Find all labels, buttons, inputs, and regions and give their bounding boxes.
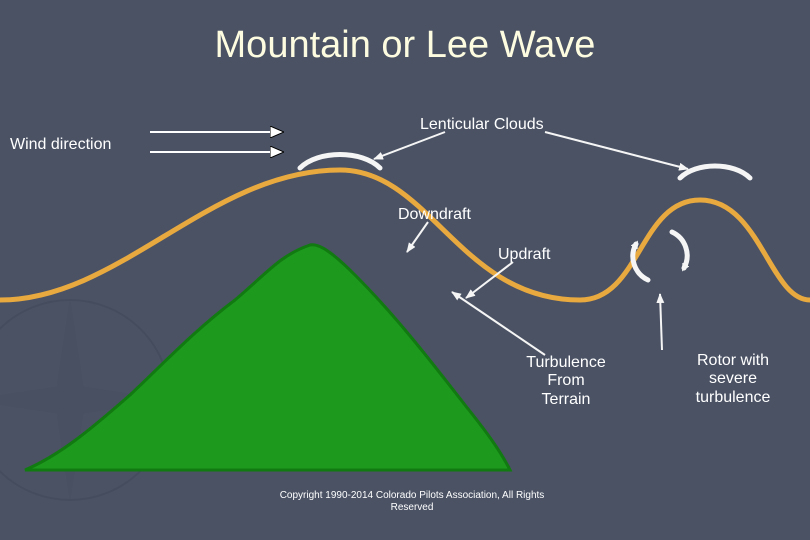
copyright-text: Copyright 1990-2014 Colorado Pilots Asso…: [272, 490, 552, 514]
page-title: Mountain or Lee Wave: [0, 24, 810, 67]
lenticular-clouds-label: Lenticular Clouds: [420, 116, 544, 134]
lenticular-cloud-right: [680, 166, 750, 178]
rotor-circulation-icon: [633, 232, 687, 280]
downdraft-label: Downdraft: [398, 206, 471, 224]
downdraft-arrow: [407, 222, 428, 252]
updraft-arrow: [466, 262, 513, 298]
turbulence-terrain-label: Turbulence From Terrain: [516, 354, 616, 409]
lenticular-arrow-right: [545, 132, 688, 169]
turbulence-arrow: [452, 292, 545, 355]
rotor-label: Rotor with severe turbulence: [678, 352, 788, 407]
diagram-canvas: [0, 0, 810, 540]
wind-direction-label: Wind direction: [10, 136, 111, 154]
lenticular-arrow-left: [374, 132, 445, 159]
lee-wave-line: [0, 170, 810, 300]
background-compass-deco: [0, 300, 170, 500]
wind-direction-arrows: [150, 132, 282, 152]
updraft-label: Updraft: [498, 246, 550, 264]
rotor-arrow: [660, 294, 662, 350]
lenticular-cloud-left: [300, 155, 380, 169]
mountain-shape: [25, 245, 510, 470]
